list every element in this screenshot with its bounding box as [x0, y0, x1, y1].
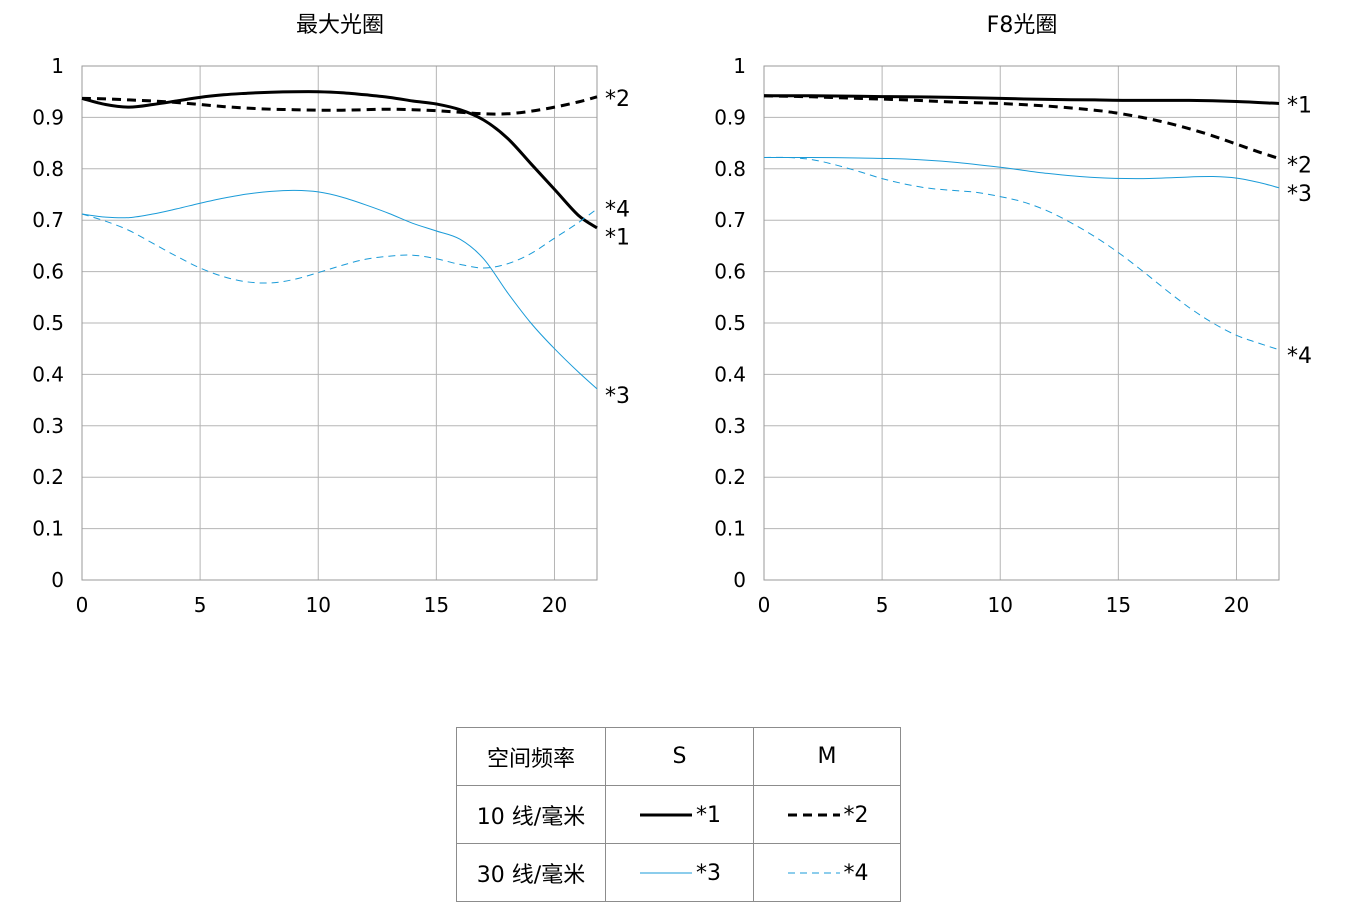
y-tick-label: 0.7 [714, 208, 746, 232]
series-line-star2 [763, 94, 1280, 160]
y-tick-label: 0.1 [714, 517, 746, 541]
y-tick-label: 0.1 [32, 517, 64, 541]
series-end-label: *3 [605, 384, 630, 409]
y-tick-label: 0.3 [714, 414, 746, 438]
plot-frame [81, 65, 598, 581]
thick-solid-line-sample [640, 813, 692, 817]
y-tick-label: 0.7 [32, 208, 64, 232]
x-tick-label: 0 [76, 593, 89, 617]
chart-title: F8光圈 [987, 13, 1058, 38]
series-end-label: *4 [605, 197, 630, 222]
series-end-label: *4 [1287, 344, 1312, 369]
legend-series-label: *1 [696, 802, 721, 828]
x-tick-label: 10 [306, 593, 331, 617]
y-tick-label: 0.9 [32, 105, 64, 129]
y-tick-label: 0.5 [32, 311, 64, 335]
legend-row-label: 30 线/毫米 [456, 843, 606, 902]
series-end-label: *2 [1287, 154, 1312, 179]
x-tick-label: 20 [1224, 593, 1249, 617]
y-tick-label: 1 [733, 54, 746, 78]
y-tick-label: 0.3 [32, 414, 64, 438]
series-line-star2 [81, 95, 598, 116]
x-tick-label: 10 [988, 593, 1013, 617]
series-line-star3 [763, 156, 1280, 189]
thin-dashed-line-sample [787, 872, 840, 874]
chart-title: 最大光圈 [296, 13, 384, 38]
y-tick-label: 0.5 [714, 311, 746, 335]
legend-row-10: 10 线/毫米 *1 *2 [456, 785, 901, 844]
legend-sample-s-10: *1 [605, 785, 754, 844]
legend-row-label: 10 线/毫米 [456, 785, 606, 844]
legend-series-label: *3 [696, 860, 721, 886]
y-tick-label: 0.8 [714, 157, 746, 181]
x-tick-label: 5 [876, 593, 889, 617]
series-line-star4 [81, 208, 598, 284]
y-tick-label: 0 [51, 568, 64, 592]
legend-header-m: M [753, 727, 901, 786]
x-tick-label: 5 [194, 593, 207, 617]
legend-header-s: S [605, 727, 754, 786]
series-end-label: *3 [1287, 182, 1312, 207]
series-line-star4 [763, 156, 1280, 351]
series-end-label: *1 [605, 226, 630, 251]
legend-sample-m-10: *2 [753, 785, 901, 844]
legend-series-label: *2 [843, 802, 869, 828]
y-tick-label: 0.6 [32, 260, 64, 284]
legend-table: 空间频率 S M 10 线/毫米 *1 *2 30 线/毫米 [456, 727, 901, 902]
series-line-star1 [763, 94, 1280, 105]
thick-dashed-line-sample [787, 813, 840, 817]
x-tick-label: 15 [1106, 593, 1131, 617]
x-tick-label: 15 [424, 593, 449, 617]
x-tick-label: 0 [758, 593, 771, 617]
y-tick-label: 0.2 [714, 465, 746, 489]
legend-row-30: 30 线/毫米 *3 *4 [456, 843, 901, 902]
y-tick-label: 0.9 [714, 105, 746, 129]
series-end-label: *2 [605, 87, 630, 112]
thin-solid-line-sample [640, 872, 692, 874]
y-tick-label: 1 [51, 54, 64, 78]
legend-header-row: 空间频率 S M [456, 727, 901, 786]
y-tick-label: 0.2 [32, 465, 64, 489]
series-line-star3 [81, 189, 598, 390]
x-tick-label: 20 [542, 593, 567, 617]
legend-sample-m-30: *4 [753, 843, 901, 902]
legend-series-label: *4 [843, 860, 869, 886]
y-tick-label: 0.8 [32, 157, 64, 181]
series-line-star1 [81, 90, 598, 230]
y-tick-label: 0 [733, 568, 746, 592]
plot-frame [763, 65, 1280, 581]
y-tick-label: 0.4 [714, 362, 746, 386]
legend-sample-s-30: *3 [605, 843, 754, 902]
y-tick-label: 0.4 [32, 362, 64, 386]
y-tick-label: 0.6 [714, 260, 746, 284]
series-end-label: *1 [1287, 94, 1312, 119]
legend-header-frequency: 空间频率 [456, 727, 606, 786]
